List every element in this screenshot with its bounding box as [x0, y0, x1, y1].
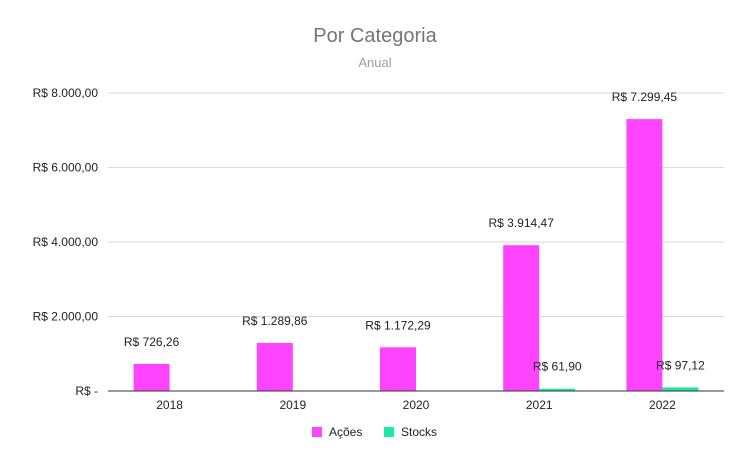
- bars: [133, 119, 699, 391]
- bar-stocks: [539, 388, 576, 391]
- data-labels: R$ 726,26 R$ 1.289,86 R$ 1.172,29 R$ 3.914,…: [124, 90, 705, 374]
- chart-title: Por Categoria: [313, 25, 437, 47]
- data-label: R$ 3.914,47: [489, 216, 555, 230]
- y-tick-label: R$ -: [75, 384, 98, 398]
- chart-subtitle: Anual: [358, 55, 391, 70]
- x-tick-label: 2022: [649, 398, 676, 412]
- data-label: R$ 7.299,45: [612, 90, 678, 104]
- data-label: R$ 1.289,86: [242, 314, 308, 328]
- bar-acoes: [503, 245, 540, 391]
- legend: Ações Stocks: [312, 425, 437, 439]
- y-tick-label: R$ 6.000,00: [33, 161, 99, 175]
- x-tick-label: 2018: [156, 398, 183, 412]
- data-label: R$ 1.172,29: [365, 318, 431, 332]
- legend-label: Stocks: [401, 425, 437, 439]
- x-tick-label: 2020: [403, 398, 430, 412]
- legend-label: Ações: [329, 425, 362, 439]
- y-tick-label: R$ 4.000,00: [33, 235, 99, 249]
- gridlines: [108, 92, 724, 317]
- bar-stocks: [662, 387, 699, 391]
- data-label: R$ 97,12: [656, 358, 705, 372]
- bar-acoes: [626, 119, 663, 391]
- x-tick-label: 2021: [526, 398, 553, 412]
- data-label: R$ 61,90: [533, 360, 582, 374]
- legend-swatch-acoes: [312, 427, 322, 437]
- y-tick-label: R$ 8.000,00: [33, 86, 99, 100]
- y-tick-label: R$ 2.000,00: [33, 310, 99, 324]
- bar-acoes: [380, 347, 416, 391]
- bar-acoes: [133, 363, 170, 391]
- x-tick-label: 2019: [279, 398, 306, 412]
- data-label: R$ 726,26: [124, 335, 180, 349]
- y-axis-tick-labels: R$ - R$ 2.000,00 R$ 4.000,00 R$ 6.000,00 R$ …: [33, 86, 99, 398]
- x-axis-tick-labels: 2018 2019 2020 2021 2022: [156, 398, 676, 412]
- legend-swatch-stocks: [384, 427, 394, 437]
- bar-acoes: [256, 342, 293, 391]
